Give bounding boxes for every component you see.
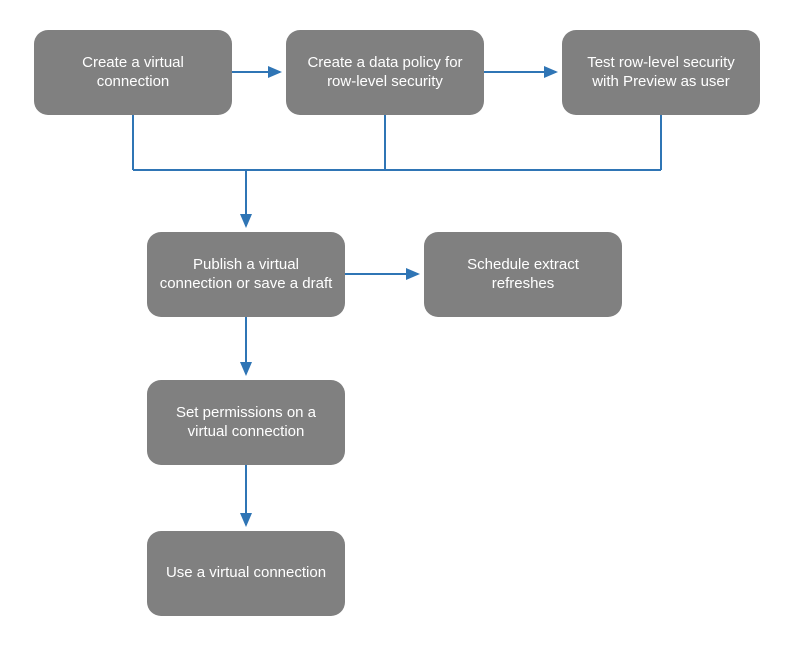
node-create-virtual-connection: Create a virtual connection — [34, 30, 232, 115]
node-set-permissions: Set permissions on a virtual connection — [147, 380, 345, 465]
node-label: Create a virtual connection — [46, 54, 220, 92]
node-label: Set permissions on a virtual connection — [159, 404, 333, 442]
flowchart-canvas: Create a virtual connection Create a dat… — [0, 0, 800, 648]
node-publish-or-save-draft: Publish a virtual connection or save a d… — [147, 232, 345, 317]
node-label: Create a data policy for row-level secur… — [298, 54, 472, 92]
node-test-rls: Test row-level security with Preview as … — [562, 30, 760, 115]
node-label: Schedule extract refreshes — [436, 256, 610, 294]
node-label: Use a virtual connection — [166, 564, 326, 583]
node-create-data-policy: Create a data policy for row-level secur… — [286, 30, 484, 115]
node-use-virtual-connection: Use a virtual connection — [147, 531, 345, 616]
node-label: Publish a virtual connection or save a d… — [159, 256, 333, 294]
node-schedule-extracts: Schedule extract refreshes — [424, 232, 622, 317]
node-label: Test row-level security with Preview as … — [574, 54, 748, 92]
